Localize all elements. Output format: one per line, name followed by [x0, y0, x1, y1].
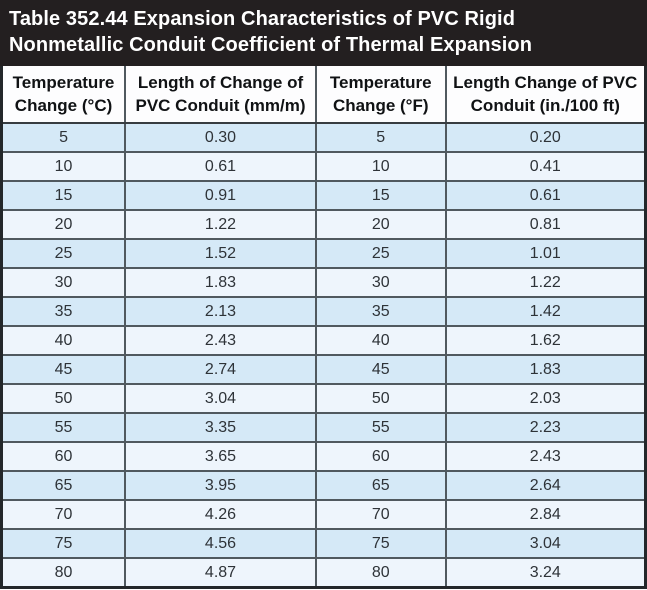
table-cell: 50 [0, 383, 127, 414]
column-header: Length of Change of PVC Conduit (mm/m) [124, 66, 317, 124]
table-cell: 1.22 [444, 267, 647, 298]
table-cell: 2.64 [444, 470, 647, 501]
table-cell: 10 [0, 151, 127, 182]
table-cell: 60 [0, 441, 127, 472]
table-cell: 35 [0, 296, 127, 327]
table-cell: 45 [314, 354, 447, 385]
table-cell: 4.56 [124, 528, 317, 559]
table-cell: 2.43 [124, 325, 317, 356]
table-row: 80 4.87 80 3.24 [0, 557, 647, 589]
column-header: Temperature Change (°F) [314, 66, 447, 124]
table-cell: 3.04 [124, 383, 317, 414]
table-cell: 0.81 [444, 209, 647, 240]
table-row: 65 3.95 65 2.64 [0, 470, 647, 501]
table-cell: 0.61 [124, 151, 317, 182]
table-row: 50 3.04 50 2.03 [0, 383, 647, 414]
table-cell: 50 [314, 383, 447, 414]
table-cell: 0.20 [444, 122, 647, 153]
table-cell: 3.24 [444, 557, 647, 589]
table-cell: 25 [314, 238, 447, 269]
table-header: Temperature Change (°C) Length of Change … [0, 66, 647, 124]
table-cell: 80 [314, 557, 447, 589]
table-cell: 65 [0, 470, 127, 501]
column-header: Temperature Change (°C) [0, 66, 127, 124]
table-cell: 20 [0, 209, 127, 240]
table-row: 5 0.30 5 0.20 [0, 122, 647, 153]
column-header: Length Change of PVC Conduit (in./100 ft… [444, 66, 647, 124]
table-row: 70 4.26 70 2.84 [0, 499, 647, 530]
table-row: 60 3.65 60 2.43 [0, 441, 647, 472]
table-cell: 2.84 [444, 499, 647, 530]
table-cell: 5 [314, 122, 447, 153]
table-cell: 0.41 [444, 151, 647, 182]
table-cell: 30 [0, 267, 127, 298]
table-cell: 15 [0, 180, 127, 211]
table-row: 45 2.74 45 1.83 [0, 354, 647, 385]
table-cell: 4.26 [124, 499, 317, 530]
table-cell: 70 [0, 499, 127, 530]
table-cell: 10 [314, 151, 447, 182]
table-row: 75 4.56 75 3.04 [0, 528, 647, 559]
table-cell: 1.22 [124, 209, 317, 240]
header-row: Temperature Change (°C) Length of Change … [0, 66, 647, 124]
table-cell: 75 [0, 528, 127, 559]
table-cell: 35 [314, 296, 447, 327]
table-cell: 3.65 [124, 441, 317, 472]
table-cell: 70 [314, 499, 447, 530]
table-cell: 60 [314, 441, 447, 472]
table-cell: 1.83 [124, 267, 317, 298]
table-cell: 4.87 [124, 557, 317, 589]
table-row: 35 2.13 35 1.42 [0, 296, 647, 327]
table-row: 40 2.43 40 1.62 [0, 325, 647, 356]
table-row: 20 1.22 20 0.81 [0, 209, 647, 240]
table-cell: 75 [314, 528, 447, 559]
table-cell: 30 [314, 267, 447, 298]
table-cell: 2.13 [124, 296, 317, 327]
table-cell: 25 [0, 238, 127, 269]
table-title: Table 352.44 Expansion Characteristics o… [0, 0, 647, 66]
table-cell: 3.95 [124, 470, 317, 501]
table-body: 5 0.30 5 0.20 10 0.61 10 0.41 15 0.91 15 0.61 20 1.22… [0, 122, 647, 589]
table-cell: 1.42 [444, 296, 647, 327]
table-row: 15 0.91 15 0.61 [0, 180, 647, 211]
table-cell: 2.43 [444, 441, 647, 472]
table-row: 55 3.35 55 2.23 [0, 412, 647, 443]
table-cell: 15 [314, 180, 447, 211]
expansion-table: Temperature Change (°C) Length of Change … [0, 66, 647, 589]
table-cell: 55 [0, 412, 127, 443]
table-cell: 40 [314, 325, 447, 356]
table-cell: 40 [0, 325, 127, 356]
table-cell: 2.23 [444, 412, 647, 443]
table-cell: 0.30 [124, 122, 317, 153]
table-cell: 1.01 [444, 238, 647, 269]
table-row: 30 1.83 30 1.22 [0, 267, 647, 298]
table-cell: 5 [0, 122, 127, 153]
table-row: 10 0.61 10 0.41 [0, 151, 647, 182]
table-cell: 20 [314, 209, 447, 240]
table-cell: 3.35 [124, 412, 317, 443]
table-cell: 1.83 [444, 354, 647, 385]
table-cell: 0.61 [444, 180, 647, 211]
table-cell: 0.91 [124, 180, 317, 211]
table-cell: 1.52 [124, 238, 317, 269]
table-cell: 65 [314, 470, 447, 501]
table-cell: 2.74 [124, 354, 317, 385]
table-cell: 3.04 [444, 528, 647, 559]
table-cell: 55 [314, 412, 447, 443]
table-cell: 45 [0, 354, 127, 385]
table-cell: 2.03 [444, 383, 647, 414]
table-cell: 1.62 [444, 325, 647, 356]
table-cell: 80 [0, 557, 127, 589]
table-row: 25 1.52 25 1.01 [0, 238, 647, 269]
